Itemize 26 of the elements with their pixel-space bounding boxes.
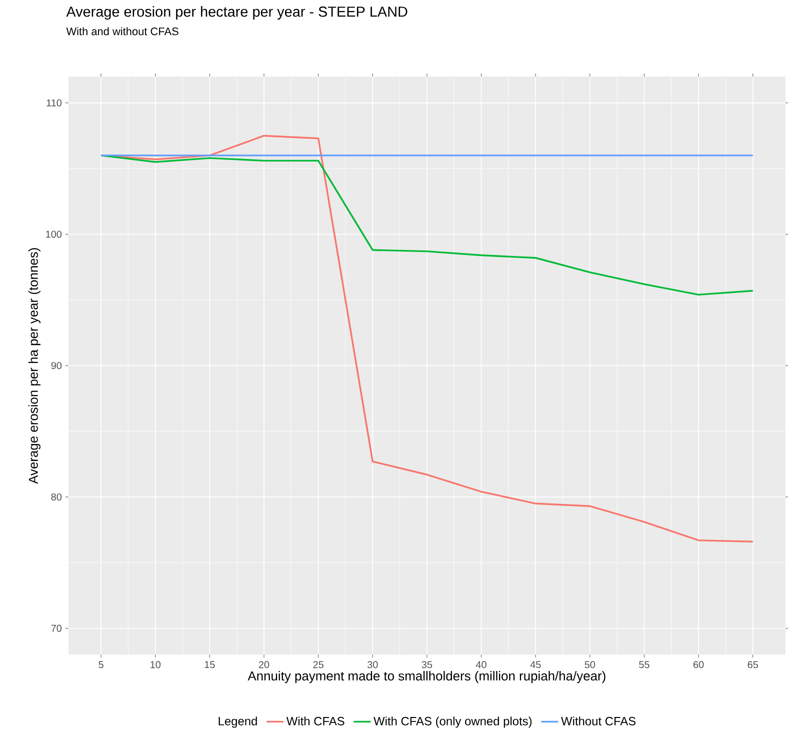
y-axis-title: Average erosion per ha per year (tonnes) [28, 248, 40, 484]
x-tick-label: 40 [476, 661, 486, 668]
y-tick-label: 110 [46, 99, 62, 106]
x-tick-label: 55 [639, 661, 650, 668]
chart-subtitle: With and without CFAS [66, 27, 178, 36]
y-tick-label: 80 [51, 493, 62, 500]
x-axis-title: Annuity payment made to smallholders (million rupiah/ha/year) [248, 671, 606, 684]
x-tick-label: 60 [693, 661, 704, 668]
legend-title: Legend [218, 716, 257, 728]
y-tick-label: 70 [51, 624, 62, 632]
x-tick-label: 30 [367, 661, 378, 668]
y-tick-label: 100 [46, 230, 62, 238]
x-tick-label: 45 [530, 661, 541, 668]
x-tick-label: 50 [584, 661, 596, 668]
chart-title: Average erosion per hectare per year - STEEP LAND [66, 6, 408, 20]
x-tick-label: 15 [204, 661, 215, 668]
x-tick-label: 25 [313, 661, 324, 668]
x-tick-label: 35 [422, 661, 432, 668]
x-tick-label: 10 [150, 661, 161, 668]
legend-label: Without CFAS [561, 716, 636, 726]
x-tick-label: 65 [748, 661, 758, 668]
x-tick-label: 5 [98, 661, 104, 668]
x-tick-label: 20 [258, 661, 270, 668]
legend-label: With CFAS (only owned plots) [374, 716, 532, 728]
y-tick-label: 90 [51, 362, 62, 370]
legend-label: With CFAS [286, 716, 344, 726]
